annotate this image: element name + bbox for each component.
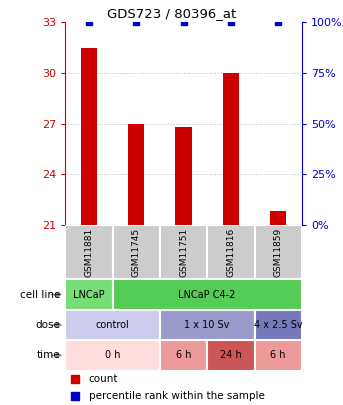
Bar	[255, 225, 302, 279]
Text: LNCaP: LNCaP	[73, 290, 105, 300]
Bar	[160, 340, 207, 371]
Bar	[207, 225, 255, 279]
Bar	[113, 225, 160, 279]
Text: GDS723 / 80396_at: GDS723 / 80396_at	[107, 7, 236, 20]
Bar	[65, 310, 160, 340]
Bar	[175, 127, 192, 225]
Text: GSM11816: GSM11816	[226, 228, 235, 277]
Text: 24 h: 24 h	[220, 350, 242, 360]
Bar	[65, 279, 113, 310]
Text: GSM11751: GSM11751	[179, 228, 188, 277]
Text: 6 h: 6 h	[176, 350, 191, 360]
Bar	[160, 310, 255, 340]
Bar	[255, 340, 302, 371]
Text: 4 x 2.5 Sv: 4 x 2.5 Sv	[254, 320, 303, 330]
Text: LNCaP C4-2: LNCaP C4-2	[178, 290, 236, 300]
Text: percentile rank within the sample: percentile rank within the sample	[89, 391, 265, 401]
Text: time: time	[36, 350, 60, 360]
Bar	[81, 48, 97, 225]
Bar	[65, 340, 160, 371]
Text: GSM11881: GSM11881	[84, 228, 93, 277]
Text: control: control	[96, 320, 129, 330]
Text: GSM11745: GSM11745	[132, 228, 141, 277]
Bar	[128, 124, 144, 225]
Text: cell line: cell line	[20, 290, 60, 300]
Bar	[207, 340, 255, 371]
Bar	[113, 279, 302, 310]
Bar	[160, 225, 207, 279]
Text: 6 h: 6 h	[270, 350, 286, 360]
Text: GSM11859: GSM11859	[274, 228, 283, 277]
Bar	[270, 211, 286, 225]
Bar	[65, 225, 113, 279]
Text: 0 h: 0 h	[105, 350, 120, 360]
Bar	[223, 73, 239, 225]
Text: dose: dose	[35, 320, 60, 330]
Bar	[255, 310, 302, 340]
Text: count: count	[89, 374, 118, 384]
Text: 1 x 10 Sv: 1 x 10 Sv	[185, 320, 230, 330]
